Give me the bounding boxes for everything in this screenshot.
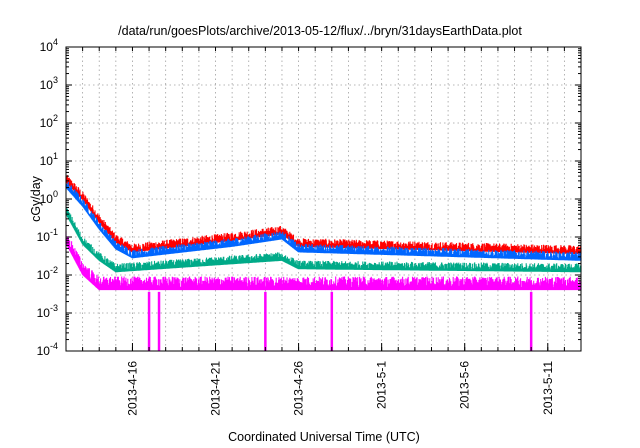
chart-title: /data/run/goesPlots/archive/2013-05-12/f… <box>118 24 522 38</box>
x-axis-label: Coordinated Universal Time (UTC) <box>228 430 420 444</box>
y-tick-label: 104 <box>40 37 58 54</box>
series-3 <box>65 231 582 351</box>
x-tick-label: 2013-4-21 <box>209 361 223 416</box>
y-axis-label: cGy/day <box>29 175 43 222</box>
y-tick-label: 10-2 <box>37 265 58 282</box>
y-tick-label: 10-3 <box>37 303 58 320</box>
series-group <box>65 175 582 351</box>
y-tick-label: 10-1 <box>37 227 58 244</box>
y-tick-label: 100 <box>40 189 58 206</box>
grid <box>66 47 581 351</box>
x-tick-label: 2013-4-26 <box>292 361 306 416</box>
series-trace <box>65 175 582 255</box>
y-tick-label: 102 <box>40 113 58 130</box>
y-tick-label: 103 <box>40 75 58 92</box>
x-tick-label: 2013-4-16 <box>125 361 139 416</box>
series-0 <box>65 175 582 255</box>
x-tick-label: 2013-5-6 <box>458 361 472 409</box>
plot-frame <box>65 46 582 352</box>
x-tick-label: 2013-5-1 <box>375 361 389 409</box>
y-tick-label: 10-4 <box>37 341 58 358</box>
y-axis: 10-4 10-3 10-2 10-1 100 101 102 103 104 <box>37 37 581 358</box>
x-axis: 2013-4-16 2013-4-21 2013-4-26 2013-5-1 2013-… <box>65 47 582 416</box>
y-tick-label: 101 <box>40 151 58 168</box>
x-tick-label: 2013-5-11 <box>541 361 555 415</box>
